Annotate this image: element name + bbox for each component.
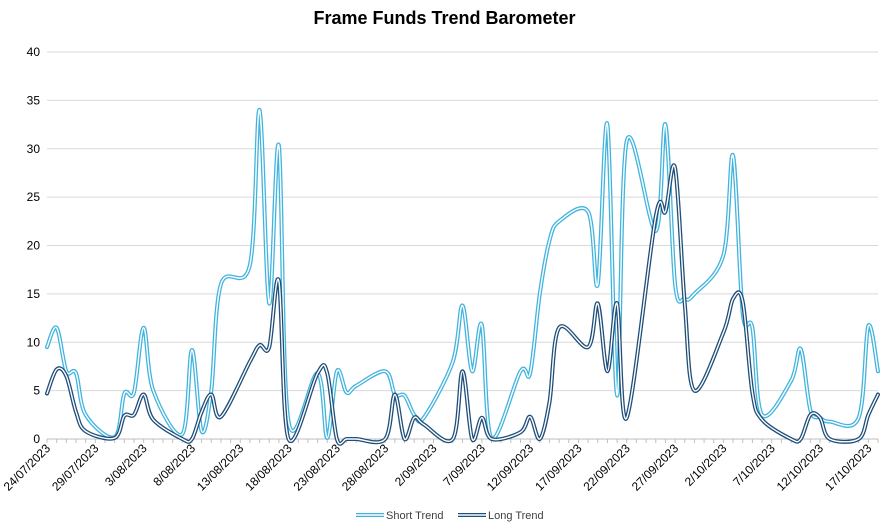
legend: Short Trend Long Trend bbox=[356, 510, 544, 522]
legend-label-long-trend: Long Trend bbox=[488, 510, 544, 522]
x-tick-label: 29/07/2023 bbox=[49, 441, 102, 494]
y-tick-label: 25 bbox=[27, 190, 41, 204]
y-tick-label: 10 bbox=[27, 335, 41, 349]
x-axis bbox=[46, 438, 879, 443]
series-line-inner-short-trend bbox=[46, 109, 879, 440]
x-tick-label: 2/10/2023 bbox=[682, 441, 730, 489]
x-tick-label: 24/07/2023 bbox=[1, 441, 54, 494]
y-axis-ticks: 0 5 10 15 20 25 30 35 40 bbox=[27, 45, 41, 446]
chart-title: Frame Funds Trend Barometer bbox=[313, 8, 576, 28]
x-tick-label: 7/10/2023 bbox=[730, 441, 778, 489]
x-tick-label: 17/09/2023 bbox=[532, 441, 585, 494]
y-tick-label: 5 bbox=[33, 384, 40, 398]
series-long-trend bbox=[45, 163, 880, 446]
x-tick-label: 18/08/2023 bbox=[242, 441, 295, 494]
x-tick-label: 22/09/2023 bbox=[581, 441, 634, 494]
x-tick-label: 7/09/2023 bbox=[440, 441, 488, 489]
y-tick-label: 20 bbox=[27, 239, 41, 253]
x-tick-label: 2/09/2023 bbox=[392, 441, 440, 489]
x-tick-label: 27/09/2023 bbox=[629, 441, 682, 494]
x-tick-label: 12/10/2023 bbox=[774, 441, 827, 494]
x-tick-label: 28/08/2023 bbox=[339, 441, 392, 494]
x-tick-label: 23/08/2023 bbox=[291, 441, 344, 494]
x-tick-label: 17/10/2023 bbox=[822, 441, 875, 494]
x-tick-label: 13/08/2023 bbox=[194, 441, 247, 494]
y-tick-label: 0 bbox=[33, 432, 40, 446]
x-tick-label: 8/08/2023 bbox=[150, 441, 198, 489]
y-tick-label: 30 bbox=[27, 142, 41, 156]
x-tick-label: 3/08/2023 bbox=[102, 441, 150, 489]
series-lines bbox=[45, 108, 880, 446]
legend-label-short-trend: Short Trend bbox=[386, 510, 443, 522]
x-tick-label: 12/09/2023 bbox=[484, 441, 537, 494]
y-tick-label: 35 bbox=[27, 93, 41, 107]
y-tick-label: 40 bbox=[27, 45, 41, 59]
series-short-trend bbox=[45, 108, 880, 441]
y-tick-label: 15 bbox=[27, 287, 41, 301]
series-line-inner-long-trend bbox=[46, 164, 879, 445]
